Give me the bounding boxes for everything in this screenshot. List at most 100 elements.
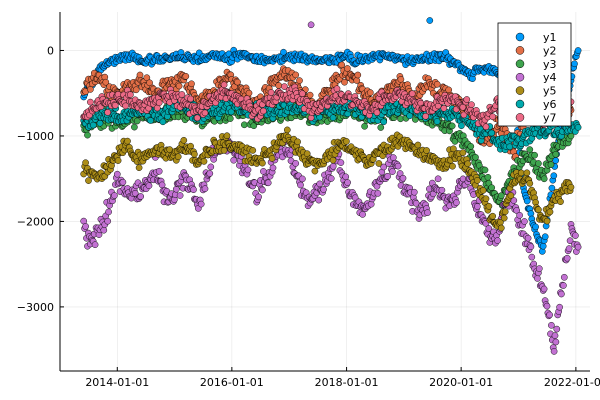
data-point-y5 <box>311 167 319 175</box>
data-point-y2 <box>306 91 314 99</box>
data-point-y5 <box>485 202 493 210</box>
data-point-y4 <box>412 200 420 207</box>
data-point-y7 <box>468 101 475 109</box>
data-point-y7 <box>178 91 186 98</box>
y-tick-label: −1000 <box>17 130 54 143</box>
data-point-y4 <box>550 348 558 355</box>
data-point-y2 <box>175 82 183 90</box>
data-point-y4 <box>269 164 277 172</box>
legend-marker-y7 <box>515 113 525 122</box>
data-point-y5 <box>303 150 311 158</box>
data-point-y2 <box>354 71 362 79</box>
data-point-y2 <box>275 82 283 89</box>
data-point-y7 <box>87 98 94 106</box>
data-point-y4 <box>389 154 397 161</box>
data-point-y3 <box>240 121 248 129</box>
data-point-y5 <box>479 187 487 194</box>
data-point-y2 <box>143 74 151 82</box>
data-point-y5 <box>482 195 490 203</box>
data-point-y5 <box>501 208 509 216</box>
data-point-y4 <box>574 243 582 251</box>
data-point-y5 <box>223 132 231 140</box>
data-point-y4 <box>82 223 89 230</box>
legend-label-y1: y1 <box>543 31 557 44</box>
data-point-y5 <box>375 160 383 167</box>
data-point-y2 <box>296 77 303 84</box>
data-point-y2 <box>146 79 153 87</box>
data-point-y3 <box>377 124 385 131</box>
data-point-y3 <box>526 146 534 153</box>
data-point-y7 <box>440 104 448 112</box>
data-point-y5 <box>567 183 575 191</box>
data-point-y3 <box>250 122 258 130</box>
data-point-y3 <box>226 115 234 122</box>
data-point-y4 <box>207 163 215 171</box>
data-point-y4 <box>145 182 153 190</box>
data-point-y5 <box>114 157 122 164</box>
data-point-y5 <box>526 180 534 187</box>
x-tick-label: 2018-01-01 <box>315 376 379 389</box>
data-point-y5 <box>517 169 525 177</box>
data-point-y3 <box>531 151 538 159</box>
data-point-y4 <box>297 181 304 189</box>
legend-marker-y1 <box>515 32 525 42</box>
data-point-y7 <box>267 89 275 96</box>
data-point-y4 <box>389 168 396 175</box>
data-point-y3 <box>472 153 479 161</box>
data-point-y4 <box>329 162 337 170</box>
legend-box <box>497 22 572 127</box>
data-point-y5 <box>85 177 92 184</box>
data-point-y4 <box>552 338 560 346</box>
data-point-y4 <box>119 178 127 186</box>
data-point-y6 <box>159 118 167 126</box>
data-point-y5 <box>283 126 291 134</box>
data-point-y4 <box>473 203 481 210</box>
data-point-y3 <box>535 160 542 167</box>
data-point-y6 <box>458 122 465 130</box>
data-point-y4 <box>384 172 391 180</box>
data-point-y5 <box>82 159 89 167</box>
legend-label-y2: y2 <box>543 44 557 57</box>
data-point-y7 <box>127 91 134 99</box>
data-point-y4 <box>553 325 561 333</box>
data-point-y4 <box>453 199 460 206</box>
data-point-y4 <box>558 290 565 298</box>
data-point-y4 <box>104 217 112 225</box>
data-point-y5 <box>423 147 430 154</box>
data-point-y4 <box>292 160 300 167</box>
data-point-y5 <box>220 147 228 154</box>
data-point-y7 <box>299 90 306 98</box>
data-point-y4 <box>111 192 118 199</box>
data-point-y4 <box>327 175 335 182</box>
data-point-y1 <box>550 172 558 180</box>
data-point-y4 <box>172 185 180 193</box>
data-point-y4 <box>534 275 541 282</box>
data-point-y4 <box>394 162 402 170</box>
legend-marker-y3 <box>515 59 525 69</box>
data-point-y2 <box>136 71 144 79</box>
data-point-y6 <box>574 124 582 131</box>
data-point-y2 <box>338 61 346 69</box>
data-point-y4 <box>264 179 272 187</box>
data-point-y7 <box>155 99 163 107</box>
data-point-y3 <box>497 192 505 199</box>
data-point-y6 <box>506 143 514 151</box>
data-point-y1 <box>571 60 578 68</box>
data-point-y4 <box>410 188 418 196</box>
data-point-y4 <box>155 167 163 175</box>
data-point-y5 <box>249 147 257 154</box>
data-point-y4 <box>528 253 536 261</box>
data-point-y6 <box>147 117 154 124</box>
data-point-y5 <box>546 208 554 216</box>
data-point-y6 <box>227 108 235 116</box>
data-point-y4 <box>190 186 197 194</box>
data-point-y1 <box>548 184 556 192</box>
data-point-y7 <box>193 114 201 122</box>
data-point-y2 <box>182 72 190 80</box>
data-point-y4 <box>337 159 345 166</box>
data-point-y3 <box>467 143 475 150</box>
data-point-y5 <box>135 164 143 172</box>
data-point-y5 <box>500 214 508 222</box>
data-point-y4 <box>565 245 573 252</box>
data-point-y5 <box>557 198 564 206</box>
